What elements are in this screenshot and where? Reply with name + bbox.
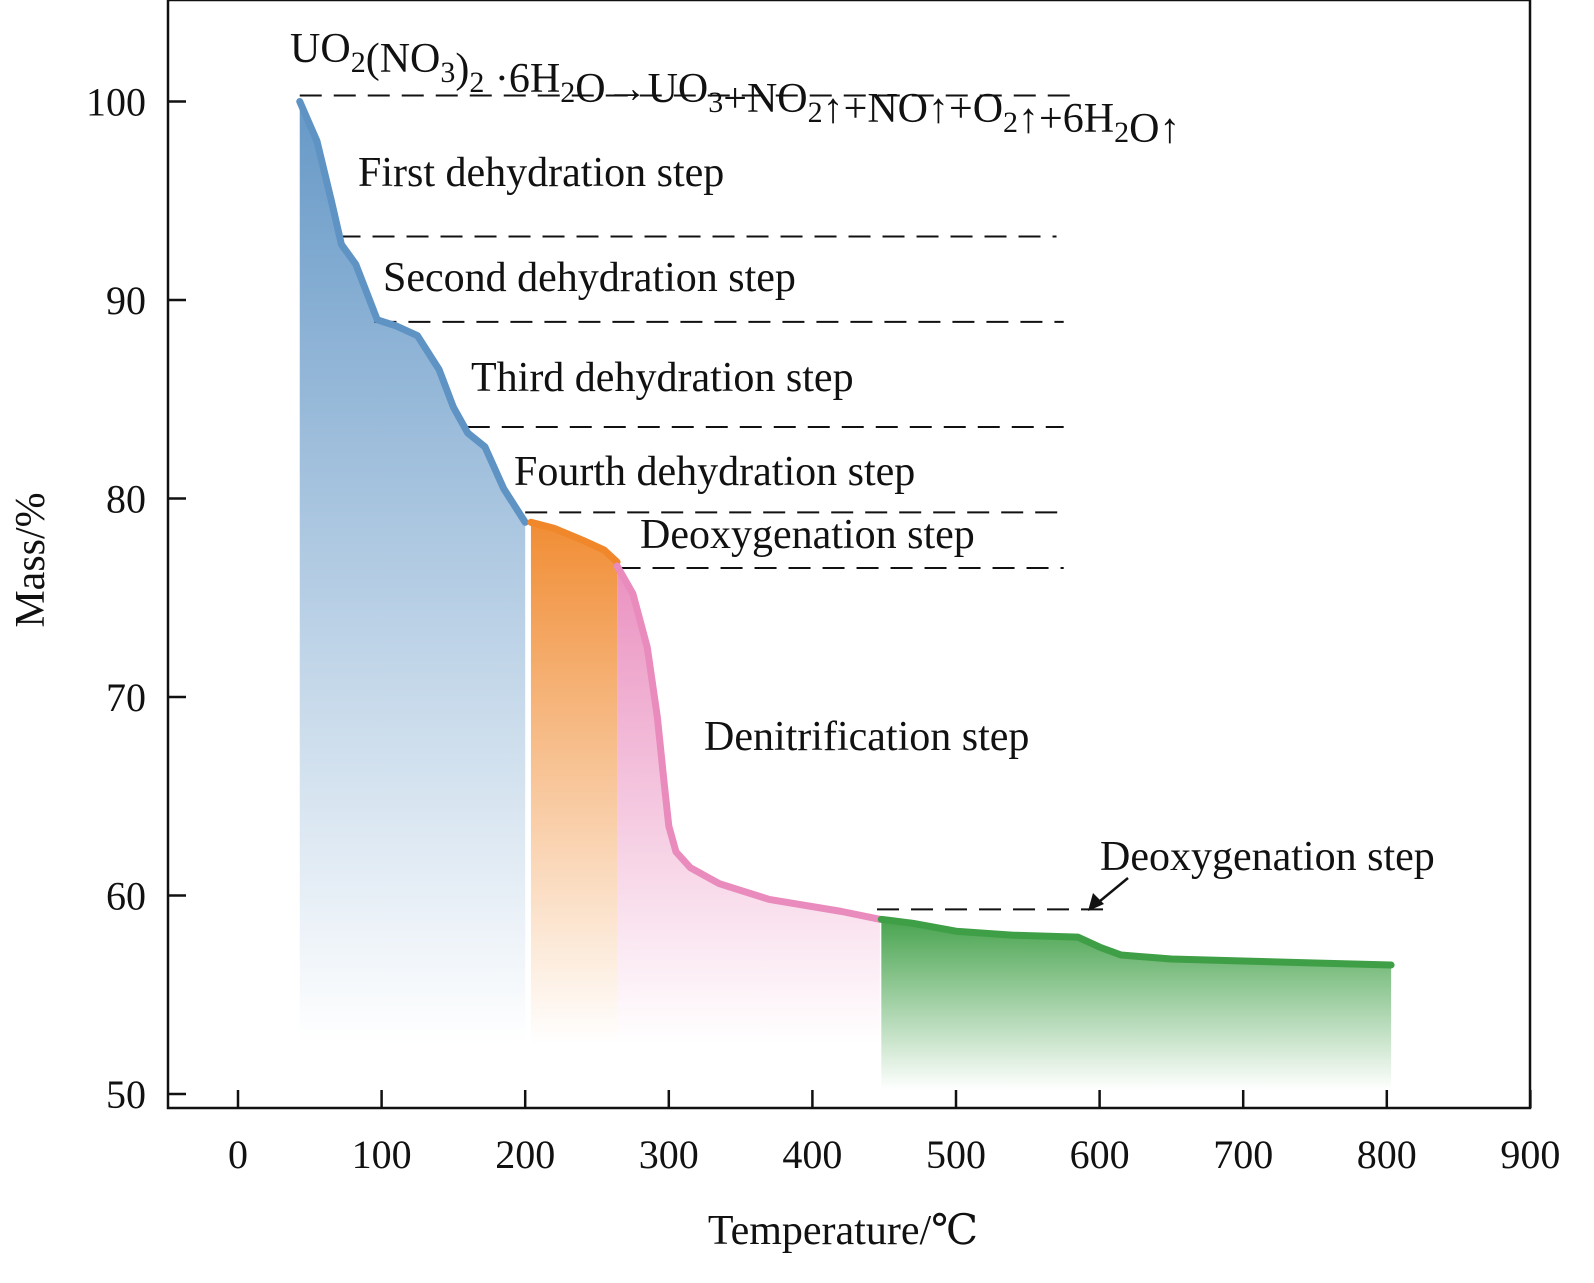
chart-title: UO2(NO3)2 ·6H2O→UO3+NO2↑+NO↑+O2↑+6H2O↑ — [290, 26, 1180, 152]
x-tick-label: 300 — [639, 1132, 699, 1177]
y-tick-label: 60 — [106, 874, 146, 919]
plot-frame — [166, 0, 1532, 1110]
subscript: 2 — [1114, 116, 1129, 149]
subscript: 2 — [1003, 106, 1018, 139]
area-fills — [299, 101, 1392, 1091]
x-axis-label: Temperature/℃ — [708, 1208, 978, 1254]
title-text: ↑ — [928, 86, 949, 132]
annotation-deoxygenation-2: Deoxygenation step — [1100, 834, 1435, 880]
title-text: → — [606, 66, 648, 112]
title-text: + — [949, 86, 973, 132]
subscript: 2 — [469, 66, 484, 99]
subscript: 2 — [808, 96, 823, 129]
line-denitrification — [613, 562, 884, 923]
x-axis: 0 100 200 300 400 500 600 700 800 900 — [228, 1090, 1560, 1177]
title-text: ( — [366, 36, 380, 82]
x-tick-label: 800 — [1357, 1132, 1417, 1177]
x-tick-label: 900 — [1500, 1132, 1560, 1177]
line-dehydration — [296, 98, 529, 526]
y-axis: 50 60 70 80 90 100 — [86, 80, 186, 1117]
subscript: 3 — [708, 86, 723, 119]
title-text: 6 — [509, 56, 530, 102]
title-text: + — [723, 76, 747, 122]
x-tick-label: 600 — [1070, 1132, 1130, 1177]
annotation-deoxygenation-1: Deoxygenation step — [640, 512, 975, 558]
title-text: N — [380, 36, 410, 82]
annotation-first-dehydration: First dehydration step — [358, 150, 724, 196]
title-text: U — [290, 26, 320, 72]
annotation-third-dehydration: Third dehydration step — [471, 355, 854, 401]
title-text: O — [320, 26, 350, 72]
title-text: U — [648, 66, 678, 112]
title-text: O — [1129, 106, 1159, 152]
y-axis-label: Mass/% — [8, 492, 54, 627]
title-text: N — [747, 76, 777, 122]
annotation-second-dehydration: Second dehydration step — [383, 255, 796, 301]
data-lines — [296, 98, 1395, 969]
y-tick-label: 70 — [106, 675, 146, 720]
title-text: ↑ — [1159, 106, 1180, 152]
x-tick-label: 100 — [352, 1132, 412, 1177]
line-deoxygenation-1 — [527, 518, 621, 566]
title-text: + — [844, 86, 868, 132]
title-text: ↑ — [1018, 96, 1039, 142]
title-text: ↑ — [823, 86, 844, 132]
area-denitrification — [617, 565, 880, 1045]
reference-lines — [299, 94, 1107, 911]
y-tick-label: 100 — [86, 80, 146, 125]
title-text: O — [575, 66, 605, 112]
annotation-arrow — [1088, 877, 1129, 911]
x-tick-label: 500 — [926, 1132, 986, 1177]
title-text: N — [867, 86, 897, 132]
annotation-fourth-dehydration: Fourth dehydration step — [514, 449, 915, 495]
y-tick-label: 50 — [106, 1072, 146, 1117]
title-text: ) — [455, 46, 469, 92]
title-text: + — [1039, 96, 1063, 142]
title-text: 6 — [1063, 96, 1084, 142]
x-tick-label: 0 — [228, 1132, 248, 1177]
title-text: · — [495, 56, 509, 102]
subscript: 2 — [351, 46, 366, 79]
title-text: H — [1084, 96, 1114, 142]
annotation-denitrification: Denitrification step — [704, 714, 1029, 760]
area-deoxygenation-1 — [530, 522, 618, 1045]
title-text: H — [530, 56, 560, 102]
subscript: 3 — [440, 56, 455, 89]
title-text: O — [777, 76, 807, 122]
title-text — [484, 56, 495, 102]
y-tick-label: 90 — [106, 278, 146, 323]
title-text: O — [678, 66, 708, 112]
title-text: O — [898, 86, 928, 132]
title-text: O — [973, 86, 1003, 132]
subscript: 2 — [560, 76, 575, 109]
area-deoxygenation-2 — [881, 919, 1392, 1091]
title-text: O — [410, 36, 440, 82]
area-dehydration — [299, 101, 526, 1045]
x-tick-label: 200 — [495, 1132, 555, 1177]
y-tick-label: 80 — [106, 477, 146, 522]
x-tick-label: 700 — [1213, 1132, 1273, 1177]
line-deoxygenation-2 — [877, 915, 1395, 969]
x-tick-label: 400 — [782, 1132, 842, 1177]
